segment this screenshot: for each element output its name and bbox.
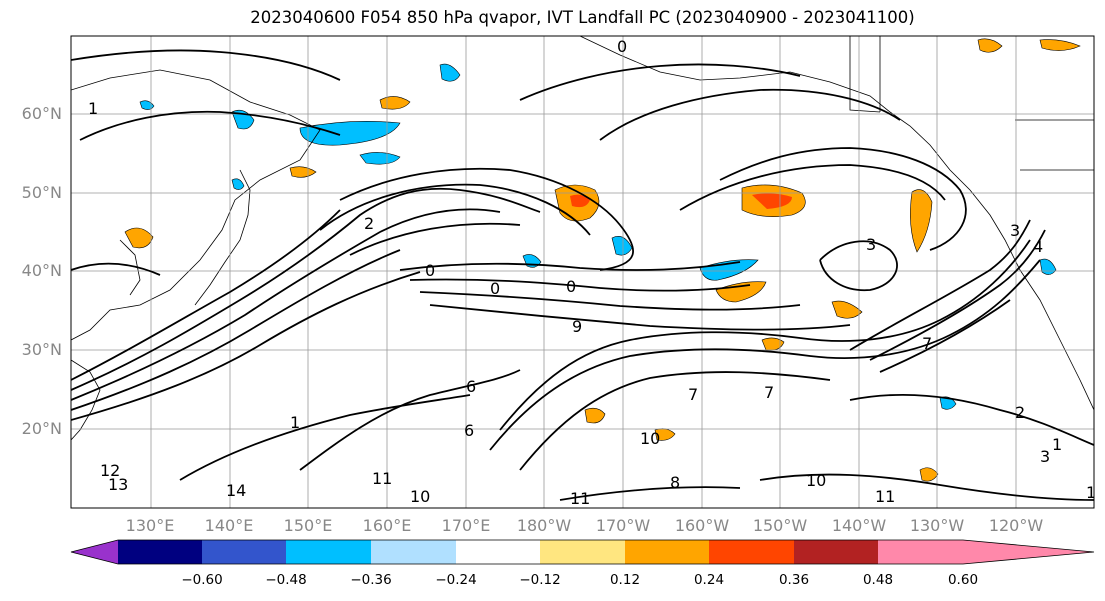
contour-label: 7 [764, 383, 774, 402]
colorbar-tick: 0.60 [947, 572, 979, 588]
lon-label: 160°E [362, 516, 412, 535]
contour-label: 9 [572, 317, 582, 336]
lat-label: 30°N [21, 340, 62, 359]
colorbar-segment [794, 540, 878, 564]
contour-label: 11 [570, 489, 590, 508]
contour-label: 0 [490, 279, 500, 298]
contour-label: 11 [372, 469, 392, 488]
colorbar-tick: −0.24 [435, 572, 477, 588]
contour-label: 2 [1015, 403, 1025, 422]
lon-label: 120°W [988, 516, 1044, 535]
contour-label: 7 [922, 334, 932, 353]
contour-label: 0 [617, 37, 627, 56]
lon-label: 130°W [909, 516, 965, 535]
colorbar-tick: −0.36 [350, 572, 392, 588]
colorbar-segment [625, 540, 709, 564]
contour-label: 1 [1052, 435, 1062, 454]
contour-label: 6 [464, 421, 474, 440]
lon-label: 130°E [125, 516, 175, 535]
colorbar-segment [456, 540, 540, 564]
colorbar-segment [286, 540, 371, 564]
contour-label: 7 [688, 385, 698, 404]
colorbar-extend-high [963, 540, 1094, 564]
lat-label: 60°N [21, 104, 62, 123]
map-frame [70, 35, 1095, 509]
lon-label: 170°W [595, 516, 651, 535]
colorbar-tick: 0.48 [862, 572, 894, 588]
contour-label: 1 [290, 413, 300, 432]
contour-label: 2 [364, 214, 374, 233]
colorbar-tick: −0.48 [265, 572, 307, 588]
contour-label: 10 [806, 471, 826, 490]
lon-label: 180°W [516, 516, 572, 535]
contour-label: 3 [1010, 221, 1020, 240]
contour-label: 3 [866, 235, 876, 254]
lon-label: 140°E [204, 516, 254, 535]
contour-label: 13 [108, 475, 128, 494]
contour-label: 8 [670, 473, 680, 492]
ivt-contours [71, 49, 1094, 501]
colorbar-segment [540, 540, 625, 564]
colorbar-segment [709, 540, 794, 564]
colorbar-tick: 0.36 [778, 572, 810, 588]
colorbar-segment [118, 540, 202, 564]
colorbar-segment [878, 540, 963, 564]
contour-label: 11 [875, 487, 895, 506]
colorbar-segment [371, 540, 456, 564]
coastlines [71, 36, 1094, 441]
contour-label: 0 [566, 277, 576, 296]
contour-label: 1 [1086, 483, 1096, 502]
lon-label: 160°W [674, 516, 730, 535]
map-title: 2023040600 F054 850 hPa qvapor, IVT Land… [250, 8, 915, 27]
lat-label: 20°N [21, 419, 62, 438]
anomaly-patches [124, 38, 1081, 482]
lon-label: 170°E [441, 516, 491, 535]
colorbar-tick: 0.12 [609, 572, 641, 588]
colorbar-extend-low [71, 540, 118, 564]
colorbar [70, 539, 1095, 565]
contour-label: 3 [1040, 447, 1050, 466]
lat-label: 40°N [21, 261, 62, 280]
colorbar-tick: 0.24 [693, 572, 725, 588]
contour-label: 12 [100, 461, 120, 480]
contour-label: 6 [466, 377, 476, 396]
colorbar-tick: −0.12 [519, 572, 561, 588]
colorbar-segment [202, 540, 286, 564]
contour-label: 0 [425, 261, 435, 280]
contour-label: 4 [1033, 237, 1043, 256]
contour-label: 10 [410, 487, 430, 506]
contour-label: 14 [226, 481, 246, 500]
contour-label: 10 [640, 429, 660, 448]
contour-label: 1 [88, 99, 98, 118]
lon-label: 140°W [831, 516, 887, 535]
colorbar-outline [70, 539, 1095, 565]
lon-label: 150°W [752, 516, 808, 535]
contour-labels: 0 1 9 2 7 3 0 0 0 10 11 11 10 1 3 2 1 10… [88, 37, 1096, 508]
lat-label: 50°N [21, 183, 62, 202]
colorbar-tick: −0.60 [181, 572, 223, 588]
lon-label: 150°E [283, 516, 333, 535]
